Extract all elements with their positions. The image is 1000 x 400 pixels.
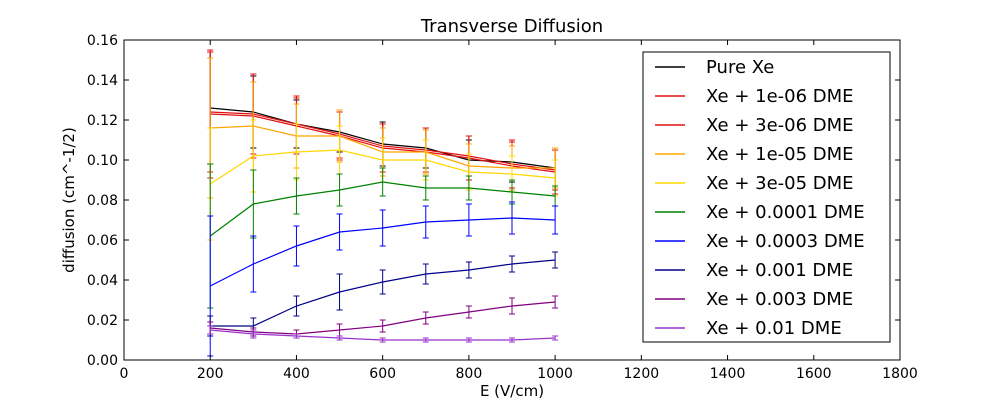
error-bar — [379, 167, 386, 197]
legend-label: Pure Xe — [706, 57, 774, 78]
x-tick-label: 800 — [456, 366, 483, 382]
x-tick-label: 1600 — [796, 366, 832, 382]
legend-box — [642, 51, 891, 343]
legend-item-9: Xe + 0.01 DME — [655, 318, 842, 339]
y-tick-label: 0.04 — [87, 273, 118, 289]
x-axis-title: E (V/cm) — [480, 382, 544, 400]
axes-layer: 0 200 400 600 800 1000 1200 1400 1600 1800 0.00 0.0… — [87, 33, 918, 382]
y-tick-label: 0.06 — [87, 233, 118, 249]
series-9 — [207, 325, 559, 343]
error-bar — [552, 335, 559, 341]
error-bar — [552, 205, 559, 235]
error-bar — [552, 251, 559, 269]
error-bar — [509, 255, 515, 273]
x-tick-label: 1000 — [537, 366, 573, 382]
y-tick-label: 0.08 — [87, 193, 118, 209]
error-bar — [465, 337, 472, 343]
legend-item-8: Xe + 0.003 DME — [655, 289, 853, 310]
legend-item-5: Xe + 0.0001 DME — [655, 202, 865, 223]
error-bar — [465, 261, 472, 279]
y-tick-label: 0.00 — [87, 353, 118, 369]
x-tick-label: 1400 — [710, 366, 746, 382]
series-6 — [207, 201, 559, 357]
x-tick-label: 1800 — [882, 366, 918, 382]
error-bar — [336, 335, 343, 341]
error-bar — [422, 175, 429, 201]
legend-item-0: Pure Xe — [655, 57, 774, 78]
legend-label: Xe + 0.003 DME — [706, 289, 853, 310]
legend-label: Xe + 3e-06 DME — [706, 115, 854, 136]
error-bar — [250, 329, 257, 339]
error-bar — [336, 273, 343, 311]
error-bar — [509, 337, 515, 343]
y-tick-label: 0.12 — [87, 113, 118, 129]
legend-label: Xe + 0.01 DME — [706, 318, 842, 339]
legend-label: Xe + 0.0003 DME — [706, 231, 865, 252]
y-tick-label: 0.14 — [87, 73, 118, 89]
error-bar — [379, 269, 386, 295]
series-8 — [207, 295, 559, 339]
error-bar — [422, 205, 429, 239]
error-bar — [465, 203, 472, 237]
error-bar — [422, 337, 429, 343]
x-tick-label: 600 — [369, 366, 396, 382]
legend-item-6: Xe + 0.0003 DME — [655, 231, 865, 252]
error-bar — [336, 173, 343, 207]
legend-item-3: Xe + 1e-05 DME — [655, 144, 854, 165]
legend-label: Xe + 0.0001 DME — [706, 202, 865, 223]
x-tick-label: 200 — [197, 366, 224, 382]
chart-title: Transverse Diffusion — [420, 16, 603, 37]
error-bar — [336, 213, 343, 251]
legend-label: Xe + 1e-06 DME — [706, 86, 854, 107]
y-axis-title: diffusion (cm^-1/2) — [60, 127, 78, 273]
x-tick-label: 0 — [120, 366, 129, 382]
error-bar — [207, 325, 214, 335]
legend-label: Xe + 0.001 DME — [706, 260, 853, 281]
error-bar — [422, 311, 429, 325]
error-bar — [422, 263, 429, 285]
error-bar — [379, 337, 386, 343]
error-bar — [465, 175, 472, 201]
y-tick-label: 0.02 — [87, 313, 118, 329]
error-bar — [509, 201, 515, 235]
x-tick-label: 400 — [283, 366, 310, 382]
error-bar — [465, 305, 472, 319]
legend-item-7: Xe + 0.001 DME — [655, 260, 853, 281]
legend-label: Xe + 1e-05 DME — [706, 144, 854, 165]
legend-item-2: Xe + 3e-06 DME — [655, 115, 854, 136]
error-bar — [293, 225, 300, 267]
data-layer — [207, 49, 559, 357]
error-bar — [293, 333, 300, 339]
legend-label: Xe + 3e-05 DME — [706, 173, 854, 194]
error-bar — [379, 319, 386, 333]
error-bar — [250, 235, 257, 293]
error-bar — [293, 177, 300, 215]
error-bar — [293, 295, 300, 317]
error-bar — [509, 297, 515, 315]
x-tick-label: 1200 — [624, 366, 660, 382]
legend-item-1: Xe + 1e-06 DME — [655, 86, 854, 107]
legend-item-4: Xe + 3e-05 DME — [655, 173, 854, 194]
y-tick-label: 0.16 — [87, 33, 118, 49]
y-tick-label: 0.10 — [87, 153, 118, 169]
legend: Pure Xe Xe + 1e-06 DME Xe + 3e-06 DME Xe + … — [642, 51, 891, 343]
error-bar — [379, 209, 386, 247]
error-bar — [552, 295, 559, 309]
